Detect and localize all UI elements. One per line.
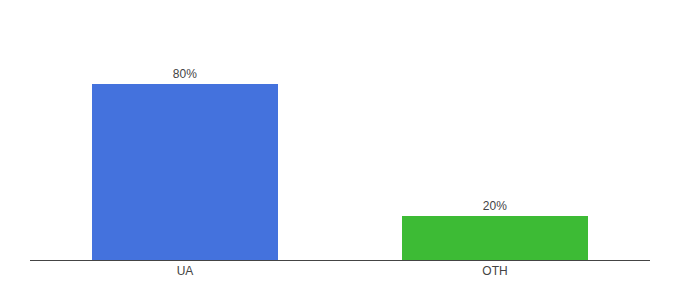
svg-text:80%: 80% (173, 67, 197, 81)
svg-text:20%: 20% (483, 199, 507, 213)
svg-text:OTH: OTH (482, 264, 507, 278)
svg-text:UA: UA (177, 264, 194, 278)
